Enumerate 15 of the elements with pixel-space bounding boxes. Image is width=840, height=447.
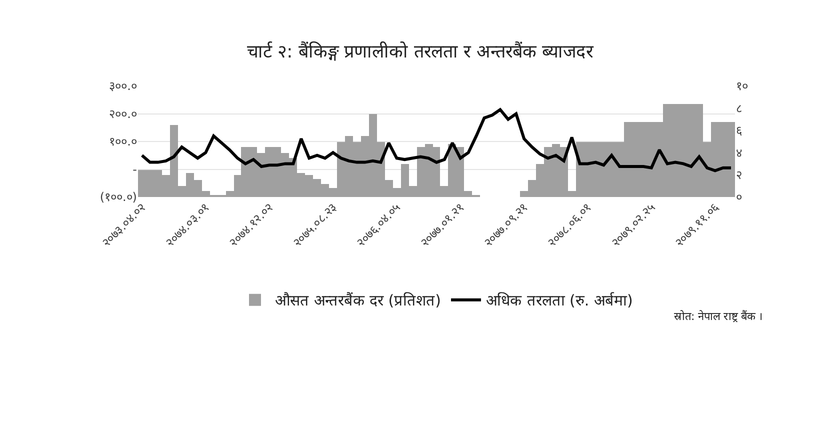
y2-tick-label: २ — [736, 168, 742, 182]
y-tick-label: १००.० — [109, 134, 137, 149]
y-tick-label: - — [132, 162, 137, 176]
y2-tick-label: ८ — [736, 101, 742, 116]
y2-tick-label: १० — [736, 79, 748, 94]
text: स्रोत: नेपाल राष्ट्र बैंक । — [674, 310, 763, 323]
y2-tick-label: ४ — [736, 146, 742, 160]
y-tick-label: (१००.०) — [100, 190, 137, 204]
y-tick-label: २००.० — [109, 106, 137, 121]
chart-title: चार्ट २: बैंकिङ्ग प्रणालीको तरलता र अन्तरबैंक ब्याजदर — [246, 40, 594, 62]
y2-tick-label: ६ — [736, 124, 742, 138]
y-tick-label: ३००.० — [109, 79, 137, 94]
y2-tick-label: ० — [736, 190, 742, 204]
legend-label: औसत अन्तरबैंक दर (प्रतिशत) — [275, 292, 442, 310]
legend-label: अधिक तरलता (रु. अर्बमा) — [486, 292, 633, 310]
